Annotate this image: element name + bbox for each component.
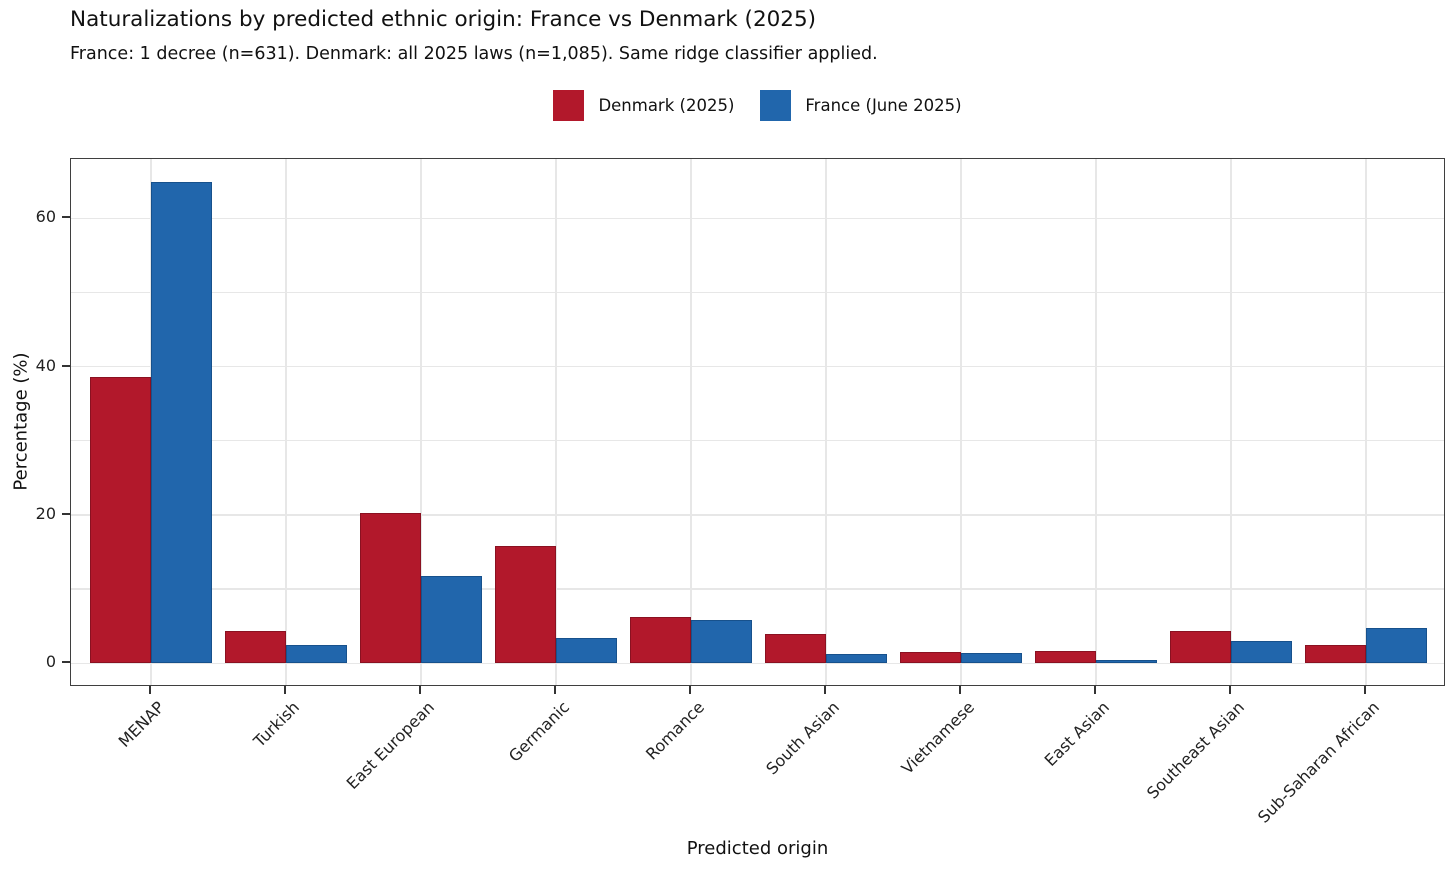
- x-tick-east-european: [419, 686, 421, 694]
- bar-france-june-2025-turkish: [286, 644, 347, 664]
- v-gridline-germanic: [555, 159, 557, 685]
- h-gridline-60: [71, 217, 1444, 220]
- v-gridline-south-asian: [825, 159, 827, 685]
- y-tick-40: [62, 364, 70, 367]
- bar-denmark-2025-south-asian: [765, 633, 826, 664]
- v-gridline-romance: [690, 159, 692, 685]
- bar-france-june-2025-southeast-asian: [1231, 641, 1292, 664]
- bar-france-june-2025-south-asian: [826, 653, 887, 664]
- v-gridline-vietnamese: [960, 159, 962, 685]
- y-tick-label-0: 0: [45, 652, 56, 672]
- x-tick-east-asian: [1094, 686, 1096, 694]
- bar-denmark-2025-menap: [90, 377, 151, 664]
- h-gridline-40: [71, 365, 1444, 368]
- legend: Denmark (2025) France (June 2025): [70, 90, 1445, 121]
- x-tick-turkish: [284, 686, 286, 694]
- bar-france-june-2025-germanic: [556, 638, 617, 664]
- v-gridline-east-asian: [1095, 159, 1097, 685]
- legend-swatch-france-june-2025: [760, 90, 792, 121]
- bar-france-june-2025-east-asian: [1096, 660, 1157, 664]
- bar-denmark-2025-germanic: [495, 546, 556, 664]
- h-gridline-10: [71, 588, 1444, 590]
- x-axis-title: Predicted origin: [686, 838, 829, 859]
- v-gridline-east-european: [420, 159, 422, 685]
- legend-label-france-june-2025: France (June 2025): [805, 96, 962, 115]
- x-tick-sub-saharan-african: [1364, 686, 1366, 694]
- legend-label-denmark-2025: Denmark (2025): [598, 96, 735, 115]
- chart-subtitle: France: 1 decree (n=631). Denmark: all 2…: [70, 44, 878, 64]
- legend-item-denmark-2025: Denmark (2025): [553, 90, 734, 121]
- h-gridline-20: [71, 514, 1444, 516]
- x-tick-menap: [149, 686, 151, 694]
- y-tick-label-40: 40: [35, 355, 56, 375]
- bar-denmark-2025-vietnamese: [900, 652, 961, 664]
- bar-denmark-2025-romance: [630, 617, 691, 664]
- bar-france-june-2025-east-european: [421, 575, 482, 664]
- y-tick-60: [62, 216, 70, 219]
- y-axis-title: Percentage (%): [10, 352, 32, 491]
- x-tick-vietnamese: [959, 686, 961, 694]
- x-tick-southeast-asian: [1229, 686, 1231, 694]
- h-gridline-30: [71, 440, 1444, 442]
- bar-denmark-2025-east-european: [360, 512, 421, 664]
- bar-denmark-2025-east-asian: [1035, 650, 1096, 664]
- legend-item-france-june-2025: France (June 2025): [760, 90, 962, 121]
- y-tick-label-60: 60: [35, 207, 56, 227]
- bar-france-june-2025-menap: [151, 181, 212, 664]
- bar-france-june-2025-vietnamese: [961, 652, 1022, 664]
- y-tick-20: [62, 513, 70, 515]
- x-tick-germanic: [554, 686, 556, 694]
- plot-panel: [70, 158, 1445, 686]
- h-gridline-50: [71, 291, 1444, 294]
- bar-denmark-2025-sub-saharan-african: [1305, 644, 1366, 664]
- bar-denmark-2025-southeast-asian: [1170, 630, 1231, 664]
- v-gridline-turkish: [285, 159, 287, 685]
- legend-swatch-denmark-2025: [553, 90, 585, 121]
- x-tick-romance: [689, 686, 691, 694]
- bar-france-june-2025-sub-saharan-african: [1366, 628, 1427, 664]
- y-tick-0: [62, 661, 70, 664]
- chart-title: Naturalizations by predicted ethnic orig…: [70, 7, 817, 32]
- y-tick-label-20: 20: [35, 503, 56, 523]
- v-gridline-southeast-asian: [1230, 159, 1232, 685]
- x-tick-south-asian: [824, 686, 826, 694]
- h-gridline-0: [71, 662, 1444, 664]
- bar-france-june-2025-romance: [691, 619, 752, 664]
- bar-denmark-2025-turkish: [225, 631, 286, 664]
- v-gridline-sub-saharan-african: [1365, 159, 1367, 685]
